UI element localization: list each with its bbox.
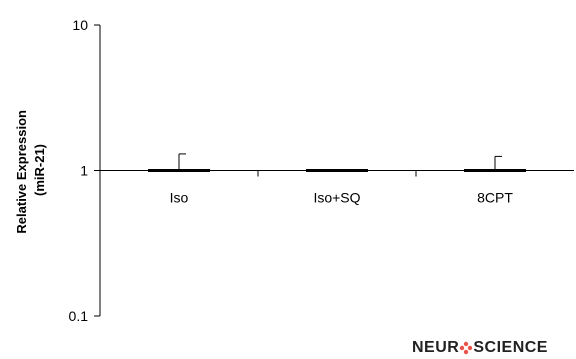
logo-flower-icon (460, 341, 473, 354)
neuroscience-logo: NEUR SCIENCE (412, 338, 576, 358)
category-labels: Iso Iso+SQ 8CPT (170, 190, 514, 206)
y-tick-label-2: 0.1 (69, 308, 89, 324)
y-axis-label-line1: Relative Expression (14, 110, 29, 234)
y-tick-label-1: 1 (80, 163, 88, 179)
y-axis-label: Relative Expression (miR-21) (14, 106, 47, 233)
category-label-0: Iso (170, 190, 189, 206)
y-tick-label-0: 10 (72, 17, 88, 33)
category-label-1: Iso+SQ (313, 190, 360, 206)
logo-text-start: NEUR (412, 339, 460, 356)
logo-text-end: SCIENCE (473, 339, 548, 356)
y-axis-label-line2: (miR-21) (32, 144, 47, 196)
category-label-2: 8CPT (477, 190, 513, 206)
bars (148, 153, 526, 172)
y-axis: 10 1 0.1 (69, 17, 101, 324)
bar-1 (306, 169, 368, 172)
